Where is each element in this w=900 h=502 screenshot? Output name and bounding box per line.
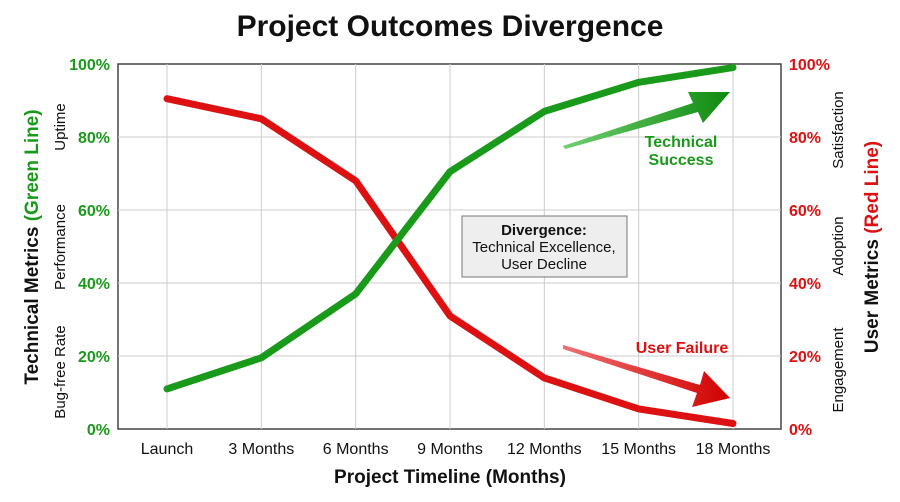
right-label-engagement: Engagement: [830, 327, 847, 413]
x-tick-label: 12 Months: [507, 441, 582, 458]
x-tick-label: 9 Months: [417, 441, 483, 458]
y-tick-right: 0%: [789, 422, 812, 439]
green-trend-arrow: [563, 92, 730, 149]
y-tick-right: 40%: [789, 276, 821, 293]
annotation-user-failure: User Failure: [636, 340, 729, 357]
left-label-uptime: Uptime: [52, 103, 69, 151]
series-line-technical-metrics: [163, 64, 737, 393]
right-axis-title-colored: (Red Line): [862, 141, 883, 234]
left-y-ticks: 0% 20% 40% 60% 80% 100%: [69, 57, 110, 439]
x-tick-label: 3 Months: [228, 441, 294, 458]
x-tick-label: 6 Months: [323, 441, 389, 458]
left-axis-title-main: Technical Metrics: [22, 221, 43, 384]
y-tick-left: 100%: [69, 57, 110, 74]
y-tick-right: 60%: [789, 203, 821, 220]
left-label-performance: Performance: [52, 204, 69, 290]
annotation-technical: Technical: [645, 134, 718, 151]
right-axis-title: User Metrics (Red Line): [862, 141, 883, 353]
x-axis-title: Project Timeline (Months): [334, 467, 566, 488]
divergence-line-2: User Decline: [501, 256, 587, 273]
left-axis-title: Technical Metrics (Green Line): [22, 109, 43, 384]
y-tick-right: 80%: [789, 130, 821, 147]
x-ticks: Launch 3 Months 6 Months 9 Months 12 Months 1…: [141, 441, 771, 458]
y-tick-left: 20%: [78, 349, 110, 366]
divergence-callout: Divergence: Technical Excellence, User D…: [461, 215, 628, 278]
y-tick-right: 100%: [789, 57, 830, 74]
right-label-adoption: Adoption: [830, 216, 847, 275]
right-y-ticks: 0% 20% 40% 60% 80% 100%: [789, 57, 830, 439]
y-tick-left: 0%: [87, 422, 110, 439]
red-trend-arrow: [563, 345, 730, 407]
chart-title: Project Outcomes Divergence: [237, 10, 664, 43]
y-tick-left: 80%: [78, 130, 110, 147]
divergence-title: Divergence:: [501, 222, 587, 239]
left-axis-title-colored: (Green Line): [22, 109, 43, 221]
right-axis-title-main: User Metrics: [862, 234, 883, 353]
divergence-line-1: Technical Excellence,: [472, 239, 615, 256]
divergence-box: [461, 215, 628, 278]
series-line-user-metrics: [163, 95, 737, 427]
y-tick-left: 40%: [78, 276, 110, 293]
x-tick-label: 18 Months: [696, 441, 771, 458]
y-tick-left: 60%: [78, 203, 110, 220]
annotation-success: Success: [649, 152, 714, 169]
right-label-satisfaction: Satisfaction: [830, 91, 847, 169]
x-tick-label: Launch: [141, 441, 194, 458]
x-tick-label: 15 Months: [601, 441, 676, 458]
y-tick-right: 20%: [789, 349, 821, 366]
left-label-bugfree: Bug-free Rate: [52, 325, 69, 418]
